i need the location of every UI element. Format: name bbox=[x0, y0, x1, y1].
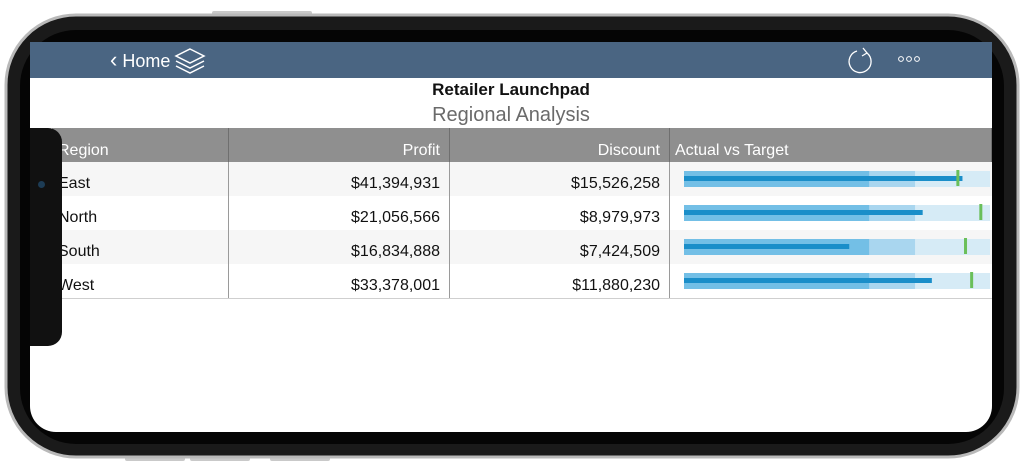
target-marker bbox=[970, 272, 974, 288]
table-row: East $41,394,931 $15,526,258 bbox=[52, 162, 992, 197]
screen: ‹ Home Retailer Launchpad Regional Analy… bbox=[30, 42, 992, 432]
bullet-chart bbox=[684, 204, 990, 221]
column-header: Discount bbox=[450, 128, 670, 162]
column-header: Actual vs Target bbox=[670, 128, 992, 162]
table-cell: West bbox=[52, 264, 229, 298]
layers-icon[interactable] bbox=[173, 46, 207, 74]
bullet-cell bbox=[670, 162, 992, 196]
subtitle: Regional Analysis bbox=[432, 104, 590, 126]
back-button[interactable]: ‹ Home bbox=[110, 47, 171, 72]
bullet-chart bbox=[684, 238, 990, 255]
column-header: Region bbox=[52, 128, 229, 162]
target-marker bbox=[956, 170, 960, 186]
refresh-icon[interactable] bbox=[845, 45, 877, 75]
table-cell: East bbox=[52, 162, 229, 196]
actual-bar bbox=[684, 210, 923, 215]
header-row: Region Profit Discount Actual vs Target bbox=[52, 128, 992, 163]
table-cell: $8,979,973 bbox=[450, 196, 670, 230]
more-icon[interactable] bbox=[896, 52, 924, 66]
table-row: South $16,834,888 $7,424,509 bbox=[52, 230, 992, 265]
back-label[interactable]: Home bbox=[122, 51, 171, 71]
table-cell: $21,056,566 bbox=[229, 196, 450, 230]
table-row: West $33,378,001 $11,880,230 bbox=[52, 264, 992, 299]
bullet-cell bbox=[670, 230, 992, 264]
actual-bar bbox=[684, 244, 850, 249]
table-cell: $33,378,001 bbox=[229, 264, 450, 298]
title: Retailer Launchpad bbox=[432, 80, 590, 99]
target-marker bbox=[964, 238, 968, 254]
table-cell: North bbox=[52, 196, 229, 230]
table-cell: $15,526,258 bbox=[450, 162, 670, 196]
target-marker bbox=[979, 204, 983, 220]
bullet-chart bbox=[684, 272, 990, 289]
table-cell: $16,834,888 bbox=[229, 230, 450, 264]
bullet-cell bbox=[670, 196, 992, 230]
table-cell: South bbox=[52, 230, 229, 264]
bullet-cell bbox=[670, 264, 992, 298]
actual-bar bbox=[684, 176, 963, 181]
bullet-chart bbox=[684, 170, 990, 187]
table-row: North $21,056,566 $8,979,973 bbox=[52, 196, 992, 231]
table-cell: $11,880,230 bbox=[450, 264, 670, 298]
nav-bar: ‹ Home bbox=[30, 42, 992, 78]
actual-bar bbox=[684, 278, 932, 283]
column-header: Profit bbox=[229, 128, 450, 162]
notch bbox=[30, 128, 62, 346]
table-cell: $41,394,931 bbox=[229, 162, 450, 196]
table-cell: $7,424,509 bbox=[450, 230, 670, 264]
